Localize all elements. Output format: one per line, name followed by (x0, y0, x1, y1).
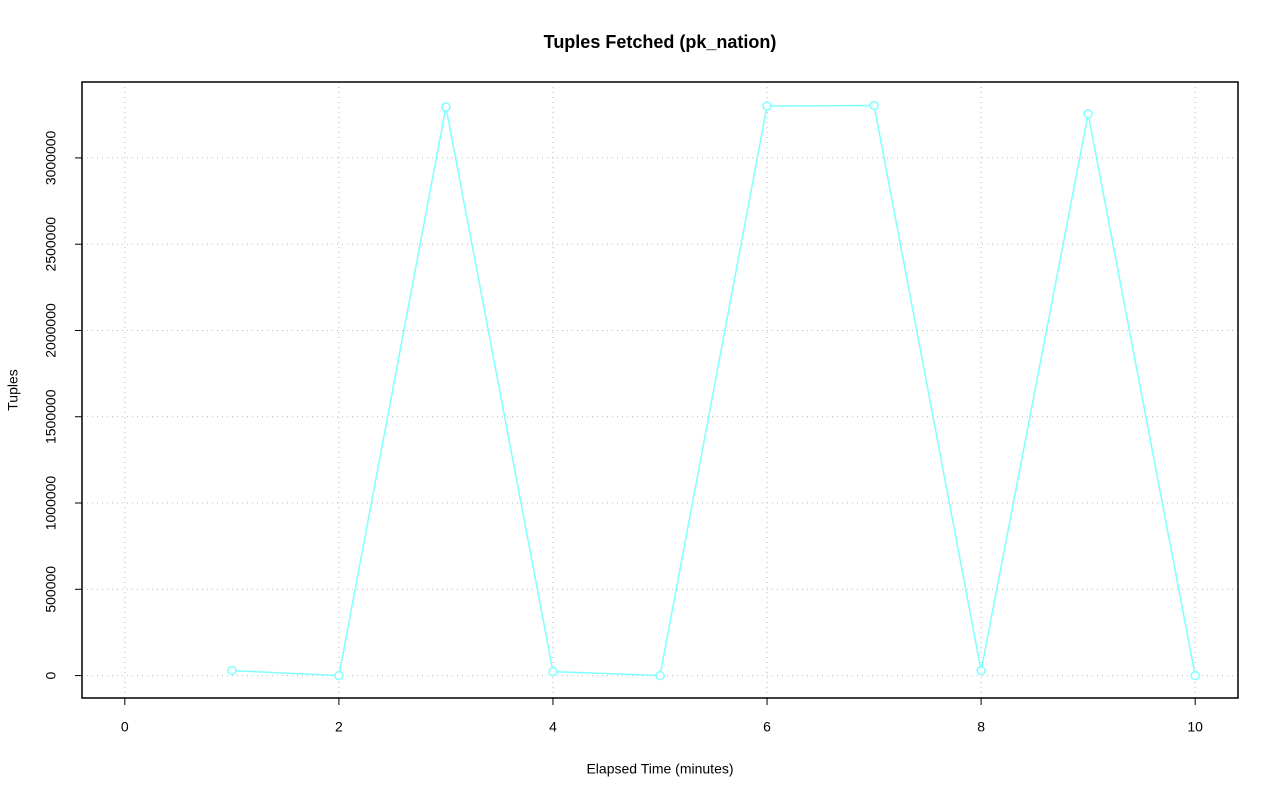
y-tick-label: 1000000 (43, 476, 59, 531)
point (869, 100, 879, 111)
point (1083, 109, 1093, 119)
y-tick-label: 3000000 (43, 130, 59, 185)
x-tick-label: 8 (977, 719, 985, 735)
plot-frame (81, 81, 1239, 699)
y-tick-label: 1500000 (43, 389, 59, 444)
x-tick-label: 4 (549, 719, 557, 735)
chart-title: Tuples Fetched (pk_nation) (544, 32, 777, 52)
point (548, 666, 558, 677)
x-tick-label: 10 (1187, 719, 1203, 735)
x-tick-label: 6 (763, 719, 771, 735)
x-tick-label: 0 (121, 719, 129, 735)
point (227, 665, 237, 676)
x-axis-label: Elapsed Time (minutes) (586, 761, 733, 777)
y-tick-label: 2000000 (43, 303, 59, 358)
point (1190, 670, 1200, 681)
y-tick-label: 500000 (43, 566, 59, 613)
y-tick-label: 2500000 (43, 217, 59, 272)
point (334, 670, 344, 681)
point (441, 102, 451, 112)
point (976, 665, 986, 676)
point (762, 101, 772, 111)
y-tick-label: 0 (43, 671, 59, 679)
line (231, 104, 1196, 677)
y-axis-label: Tuples (5, 369, 21, 411)
x-tick-label: 2 (335, 719, 343, 735)
point (655, 670, 665, 681)
